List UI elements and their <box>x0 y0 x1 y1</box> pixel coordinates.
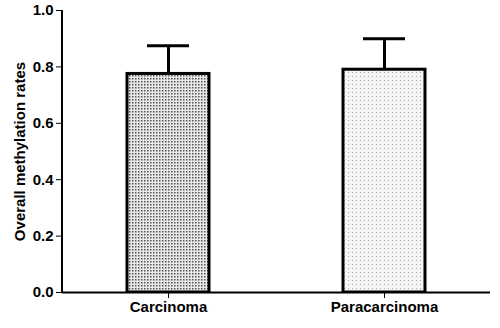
svg-text:1.0: 1.0 <box>33 1 54 18</box>
svg-text:0.4: 0.4 <box>33 171 55 188</box>
svg-text:0.8: 0.8 <box>33 58 54 75</box>
svg-text:Carcinoma: Carcinoma <box>130 298 208 315</box>
svg-text:0.6: 0.6 <box>33 114 54 131</box>
svg-text:0.2: 0.2 <box>33 227 54 244</box>
svg-text:Overall methylation rates: Overall methylation rates <box>11 62 28 241</box>
svg-text:Paracarcinoma: Paracarcinoma <box>331 298 439 315</box>
svg-text:0.0: 0.0 <box>33 283 54 300</box>
